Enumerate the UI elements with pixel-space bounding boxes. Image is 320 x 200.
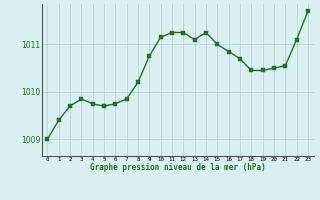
X-axis label: Graphe pression niveau de la mer (hPa): Graphe pression niveau de la mer (hPa) (90, 163, 266, 172)
